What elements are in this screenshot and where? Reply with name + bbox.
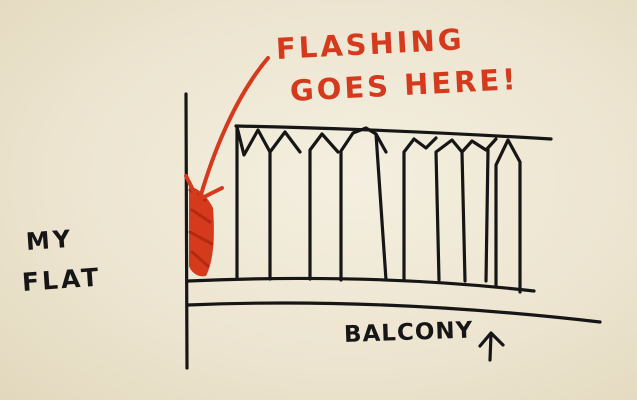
balcony-base-line <box>186 276 536 293</box>
up-arrow-icon <box>478 331 505 362</box>
flat-label-line1: MY <box>25 224 75 256</box>
railing-pickets <box>235 125 522 294</box>
flat-label-line2: FLAT <box>20 262 103 297</box>
railing-top-rail <box>234 124 553 141</box>
balcony-label: BALCONY <box>343 317 474 348</box>
balcony-floor-line <box>186 301 602 324</box>
flat-wall-line <box>184 92 189 370</box>
red-arrow <box>184 56 270 202</box>
flashing-marker <box>184 56 270 277</box>
